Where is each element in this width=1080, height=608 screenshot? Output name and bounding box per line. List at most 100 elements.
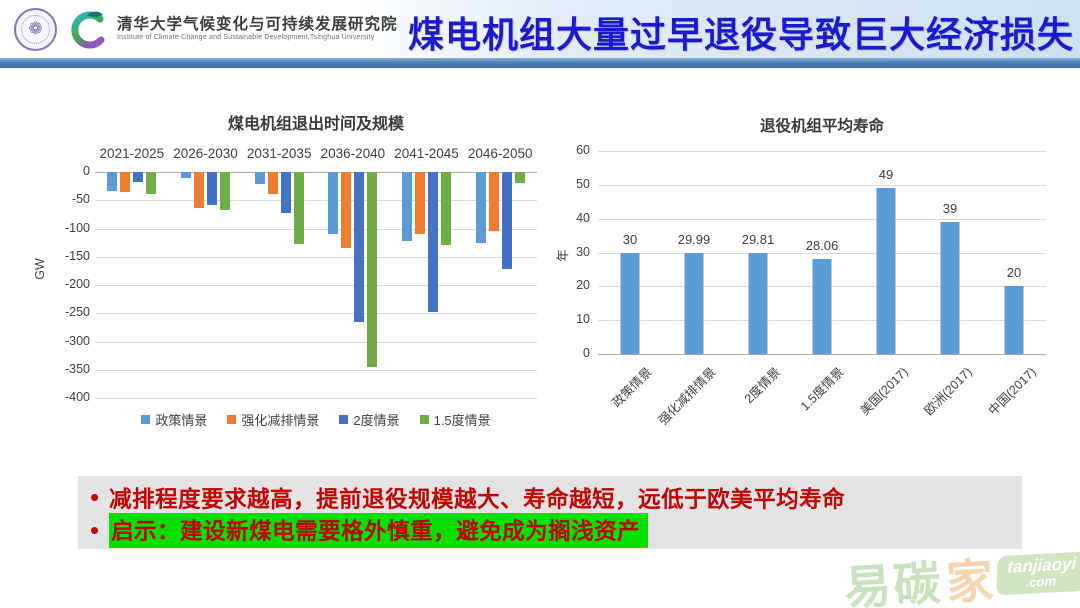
bar-强化减排情景 bbox=[120, 172, 131, 193]
bar-slot: 29.99 bbox=[662, 151, 726, 354]
left-chart-legend: 政策情景 强化减排情景 2度情景 1.5度情景 bbox=[95, 410, 537, 429]
bar-value-label: 30 bbox=[622, 231, 638, 247]
gridline bbox=[95, 341, 537, 343]
left-chart-y-axis-label: GW bbox=[32, 258, 47, 280]
bar-1.5度情景 bbox=[293, 172, 304, 245]
legend-item: 2度情景 bbox=[339, 410, 400, 429]
category-label: 2031-2035 bbox=[246, 146, 312, 161]
x-tick-label: 2度情景 bbox=[741, 364, 783, 407]
category-label: 2021-2025 bbox=[99, 146, 165, 161]
iccsd-logo bbox=[71, 11, 105, 49]
note-line-1: • 减排程度要求越高，提前退役规模越大、寿命越短，远低于欧美平均寿命 bbox=[90, 481, 1022, 514]
bar-1.5度情景 bbox=[812, 259, 832, 354]
note-line-2: • 启示：建设新煤电需要格外慎重，避免成为搁浅资产 bbox=[90, 513, 1022, 548]
retirement-schedule-chart: 煤电机组退出时间及规模 2021-2025 2026-2030 2031-2035 2… bbox=[33, 96, 550, 446]
org-name-english: Institute of Climate Change and Sustaina… bbox=[117, 34, 375, 42]
bar-slot: 49 bbox=[854, 151, 918, 354]
gridline bbox=[95, 172, 537, 173]
bar-强化减排情景 bbox=[488, 172, 499, 232]
bar-2度情景 bbox=[748, 253, 768, 354]
bar-value-label: 49 bbox=[878, 167, 894, 183]
gridline bbox=[95, 228, 537, 230]
bar-group bbox=[316, 172, 390, 398]
left-chart-plot-area bbox=[95, 172, 537, 399]
y-tick-label: -350 bbox=[64, 361, 90, 376]
bar-1.5度情景 bbox=[441, 172, 452, 246]
x-tick-label: 1.5度情景 bbox=[798, 364, 847, 414]
y-tick-label: -150 bbox=[64, 248, 90, 263]
gridline bbox=[598, 252, 1046, 254]
y-tick-label: -100 bbox=[64, 220, 90, 235]
legend-swatch-icon bbox=[339, 415, 349, 424]
bar-group bbox=[242, 172, 316, 398]
bar-groups bbox=[95, 172, 537, 398]
bar-2度情景 bbox=[428, 172, 439, 312]
org-text: 清华大学气候变化与可持续发展研究院 Institute of Climate C… bbox=[117, 15, 398, 43]
gridline bbox=[95, 313, 537, 315]
tsinghua-university-logo bbox=[14, 7, 57, 51]
legend-item: 强化减排情景 bbox=[227, 410, 319, 429]
legend-label: 2度情景 bbox=[353, 413, 400, 428]
bar-1.5度情景 bbox=[220, 172, 230, 210]
gridline bbox=[95, 200, 537, 202]
bar-value-label: 20 bbox=[1006, 265, 1022, 281]
bar-value-label: 29.81 bbox=[741, 232, 775, 248]
gridline bbox=[598, 354, 1046, 355]
bar-slot: 39 bbox=[918, 151, 982, 354]
y-tick-label: 20 bbox=[576, 278, 590, 293]
left-chart-title: 煤电机组退出时间及规模 bbox=[227, 116, 404, 133]
category-label: 2036-2040 bbox=[320, 146, 386, 161]
watermark-text-green: 易碳 bbox=[843, 556, 944, 608]
legend-swatch-icon bbox=[227, 415, 237, 424]
left-chart-category-axis: 2021-2025 2026-2030 2031-2035 2036-2040 2041… bbox=[95, 146, 537, 161]
bar-value-label: 28.06 bbox=[805, 238, 839, 254]
bar-2度情景 bbox=[133, 172, 144, 183]
bar-政策情景 bbox=[402, 172, 413, 241]
bar-slots: 30 29.99 29.81 28.06 49 39 20 bbox=[598, 151, 1046, 354]
category-label: 2026-2030 bbox=[173, 146, 238, 161]
logo-group: 清华大学气候变化与可持续发展研究院 Institute of Climate C… bbox=[14, 7, 398, 51]
y-tick-label: 60 bbox=[576, 143, 590, 157]
legend-swatch-icon bbox=[141, 415, 151, 424]
watermark: 易碳 家 tanjiaoyi .com bbox=[842, 537, 1080, 608]
y-tick-label: -250 bbox=[64, 305, 90, 320]
notes-panel: • 减排程度要求越高，提前退役规模越大、寿命越短，远低于欧美平均寿命 • 启示：… bbox=[78, 476, 1022, 549]
legend-label: 强化减排情景 bbox=[241, 413, 320, 428]
y-tick-label: -50 bbox=[71, 192, 90, 207]
x-tick-label: 强化减排情景 bbox=[655, 364, 719, 428]
bar-1.5度情景 bbox=[367, 172, 378, 367]
y-tick-label: 50 bbox=[576, 176, 590, 191]
bar-政策情景 bbox=[254, 172, 265, 184]
gridline bbox=[95, 285, 537, 286]
x-tick-label: 欧洲(2017) bbox=[921, 364, 975, 418]
gridline bbox=[95, 256, 537, 258]
x-tick-label: 中国(2017) bbox=[985, 364, 1039, 418]
y-tick-label: 40 bbox=[576, 210, 590, 225]
bar-1.5度情景 bbox=[146, 172, 157, 195]
bar-政策情景 bbox=[620, 252, 640, 354]
watermark-badge: tanjiaoyi .com bbox=[995, 551, 1080, 596]
y-tick-label: -300 bbox=[64, 333, 90, 348]
legend-label: 政策情景 bbox=[155, 413, 208, 428]
note-text-1: 减排程度要求越高，提前退役规模越大、寿命越短，远低于欧美平均寿命 bbox=[109, 486, 846, 512]
bar-group bbox=[95, 172, 169, 398]
bar-slot: 20 bbox=[982, 151, 1046, 354]
bar-欧洲(2017) bbox=[940, 222, 960, 354]
bar-政策情景 bbox=[328, 172, 339, 234]
watermark-text-peach: 家 bbox=[944, 553, 995, 608]
gridline bbox=[95, 369, 537, 371]
y-tick-label: -400 bbox=[64, 390, 90, 404]
average-lifespan-chart: 退役机组平均寿命 60 50 40 30 20 10 0 年 30 29.99 29.81 28.… bbox=[556, 96, 1072, 486]
y-tick-label: -200 bbox=[64, 277, 90, 291]
bullet-icon: • bbox=[90, 515, 100, 545]
bar-value-label: 29.99 bbox=[677, 231, 711, 247]
note-text-2-highlighted: 启示：建设新煤电需要格外慎重，避免成为搁浅资产 bbox=[109, 513, 649, 548]
bar-美国(2017) bbox=[876, 188, 896, 354]
header: 清华大学气候变化与可持续发展研究院 Institute of Climate C… bbox=[0, 0, 1080, 58]
y-tick-label: 0 bbox=[583, 346, 590, 360]
bar-政策情景 bbox=[181, 172, 191, 179]
gridline bbox=[95, 398, 537, 399]
bar-group bbox=[169, 172, 243, 398]
bar-group bbox=[390, 172, 464, 398]
